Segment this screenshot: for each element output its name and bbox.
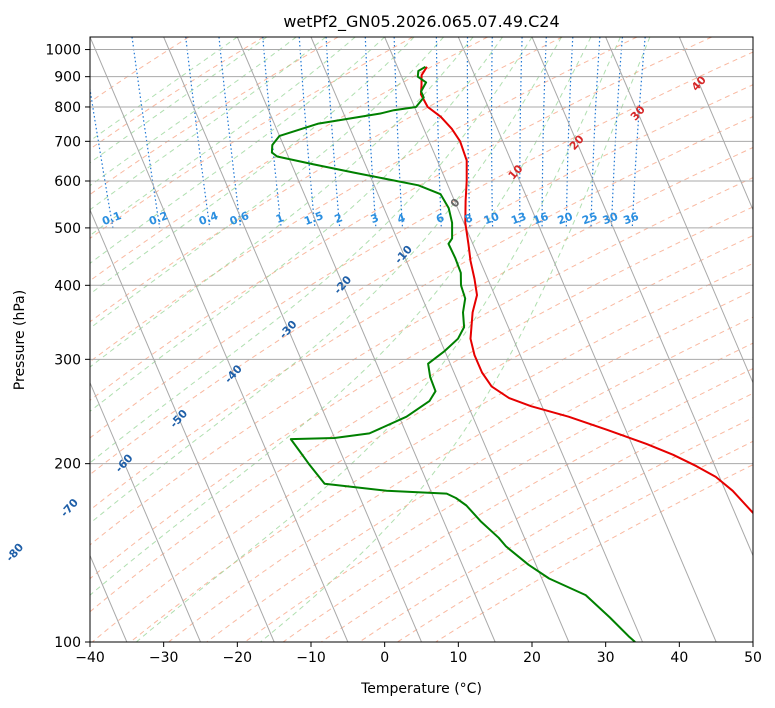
x-tick-label: 50 xyxy=(744,650,762,666)
moist-adiabat xyxy=(90,37,327,211)
isotherm-line xyxy=(605,37,753,384)
background-lines xyxy=(90,37,753,642)
series-group xyxy=(270,65,753,642)
mixing-ratio-label: 13 xyxy=(509,210,528,227)
dry-adiabat xyxy=(90,206,753,613)
dry-adiabat xyxy=(90,37,414,239)
dry-adiabat xyxy=(130,262,753,642)
mixing-ratio-label: 10 xyxy=(482,210,501,228)
y-tick-label: 700 xyxy=(54,134,81,150)
moist-adiabat xyxy=(90,37,592,596)
x-tick-label: 30 xyxy=(597,650,615,666)
isotherm-line xyxy=(90,37,349,642)
isotherm-line xyxy=(531,37,753,557)
x-tick-label: 20 xyxy=(523,650,541,666)
y-tick-label: 1000 xyxy=(45,43,81,59)
y-axis-title: Pressure (hPa) xyxy=(12,290,28,390)
mixing-ratio-label: 36 xyxy=(622,210,641,228)
moist-adiabat xyxy=(90,37,238,142)
isotherm-line xyxy=(163,37,422,642)
dry-adiabat xyxy=(91,235,753,642)
y-tick-label: 200 xyxy=(54,457,81,473)
moist-adiabat xyxy=(90,37,533,464)
x-axis-title: Temperature (°C) xyxy=(360,681,482,697)
y-tick-label: 100 xyxy=(54,635,81,651)
x-tick-label: 40 xyxy=(670,650,688,666)
mixing-ratio-line xyxy=(298,37,316,228)
y-tick-label: 600 xyxy=(54,174,81,190)
dry-adiabat xyxy=(90,146,753,546)
x-tick-label: −20 xyxy=(223,650,253,666)
x-tick-label: 10 xyxy=(449,650,467,666)
x-tick-label: −40 xyxy=(75,650,105,666)
profile-line xyxy=(419,66,753,515)
chart-title: wetPf2_GN05.2026.065.07.49.C24 xyxy=(283,12,559,32)
moist-adiabat xyxy=(90,37,268,164)
dry-adiabat xyxy=(435,464,753,642)
isotherm-line xyxy=(236,37,496,642)
dry-adiabat xyxy=(90,37,339,196)
mixing-ratio-label: 25 xyxy=(580,210,599,227)
mixing-ratio-line xyxy=(631,37,646,228)
axes-group: −40 −30 −20 −10 0 10 20 30 40 5010020030040050060… xyxy=(45,43,762,666)
y-tick-label: 400 xyxy=(54,278,81,294)
plot-area xyxy=(90,37,753,642)
plot-frame xyxy=(89,36,754,643)
dry-adiabat xyxy=(168,290,753,642)
mixing-ratio-label: 3 xyxy=(369,211,381,226)
isotherm-line xyxy=(310,37,570,642)
moist-adiabat xyxy=(135,37,621,642)
mixing-ratio-label: 0.4 xyxy=(197,209,220,228)
mixing-ratio-label: 1 xyxy=(274,211,286,226)
x-tick-label: −30 xyxy=(149,650,179,666)
x-tick-label: 0 xyxy=(380,650,389,666)
profile-line xyxy=(270,65,636,642)
dry-adiabat xyxy=(90,51,753,439)
isotherm-line xyxy=(457,37,717,642)
dry-adiabat xyxy=(320,392,753,642)
moist-adiabat xyxy=(90,37,356,237)
mixing-ratio-label: 1.5 xyxy=(302,209,325,228)
dry-adiabat xyxy=(282,367,753,642)
mixing-ratio-label: 0.1 xyxy=(100,209,123,228)
moist-adiabat xyxy=(90,37,386,264)
y-tick-label: 800 xyxy=(54,100,81,116)
mixing-ratio-label: 20 xyxy=(556,210,575,228)
mixing-ratio-label: 16 xyxy=(531,210,550,228)
isotherm-line xyxy=(90,381,201,642)
mixing-ratio-line xyxy=(185,37,211,228)
mixing-ratio-label: 0.6 xyxy=(228,209,251,228)
mixing-ratio-label: 6 xyxy=(434,211,446,226)
moist-adiabat xyxy=(90,37,444,329)
mixing-ratio-label: 30 xyxy=(601,210,620,228)
isotherm-line xyxy=(384,37,643,642)
dry-adiabat xyxy=(206,316,753,642)
mixing-ratio-label: 2 xyxy=(333,211,345,226)
y-tick-label: 900 xyxy=(54,70,81,86)
isotherm-line xyxy=(678,37,753,212)
moist-adiabat xyxy=(90,37,474,368)
mixing-ratio-label: 8 xyxy=(463,211,475,226)
moist-adiabat xyxy=(260,37,651,642)
mixing-ratio-line xyxy=(218,37,242,228)
y-tick-label: 500 xyxy=(54,221,81,237)
mixing-ratio-label: 4 xyxy=(395,211,407,226)
dry-adiabat xyxy=(90,37,712,401)
mixing-ratio-line xyxy=(262,37,282,228)
moist-adiabat xyxy=(90,37,562,524)
mixing-ratio-line xyxy=(90,85,114,229)
mixing-ratio-label: 0.2 xyxy=(147,209,170,228)
x-tick-label: −10 xyxy=(296,650,326,666)
isotherm-line xyxy=(90,208,275,642)
y-tick-label: 300 xyxy=(54,352,81,368)
